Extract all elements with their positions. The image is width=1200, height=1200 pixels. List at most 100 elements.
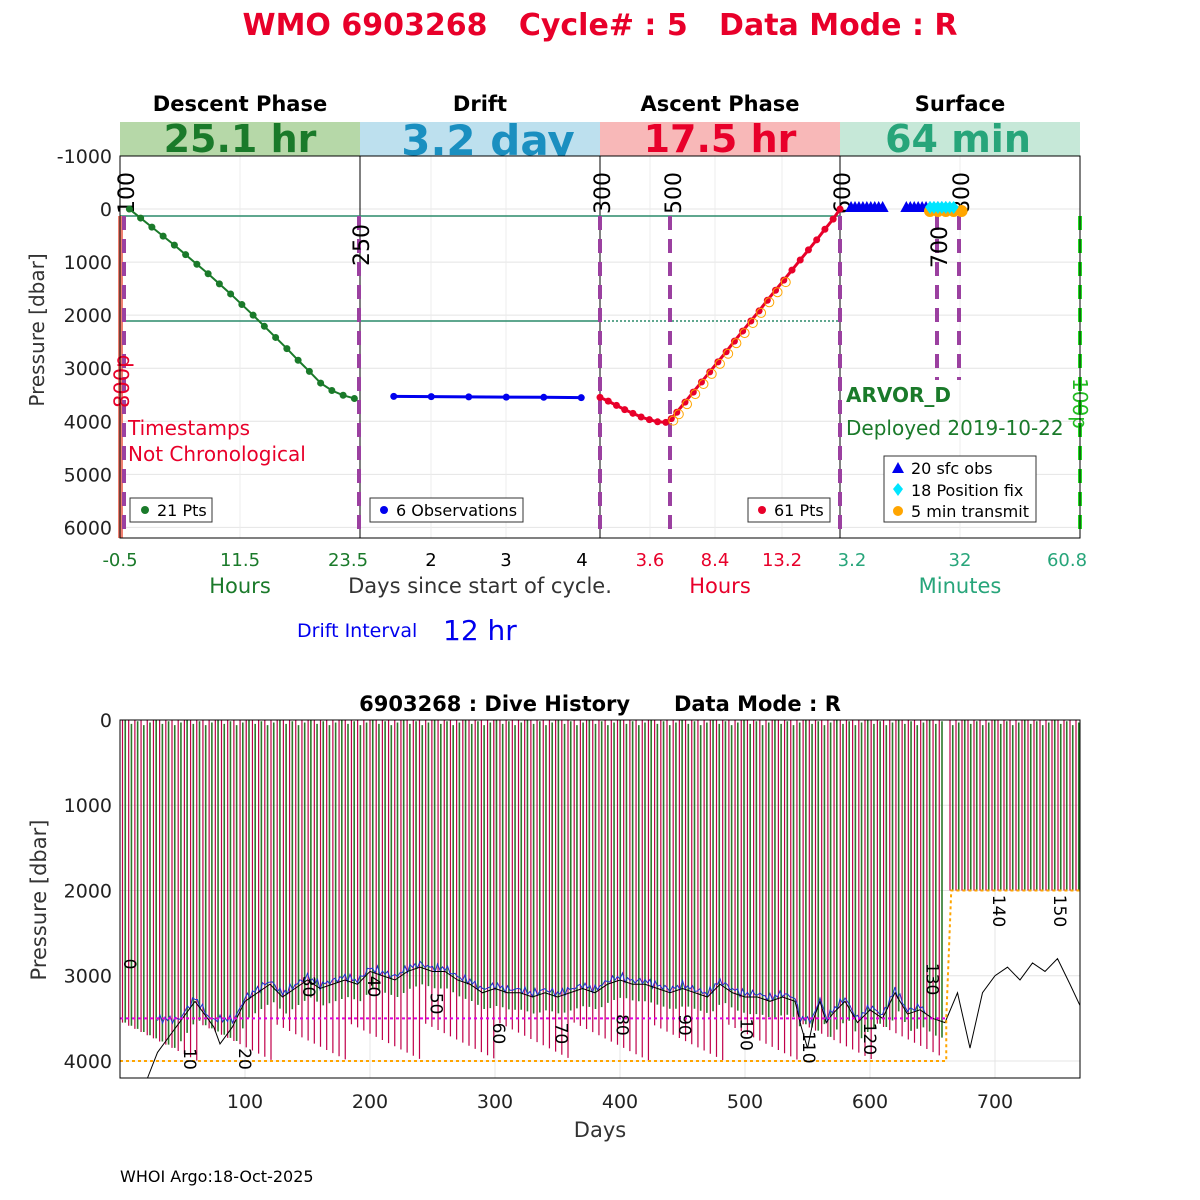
descent-xtick-2: 11.5 [220,550,260,571]
footer-credit: WHOI Argo:18-Oct-2025 [120,1167,314,1186]
descent-series-point [317,379,325,387]
sfc-obs-marker [876,201,889,213]
descent-duration: 25.1 hr [164,117,317,161]
drift-interval-label: Drift Interval [297,620,417,642]
phase-label-ascent: Ascent Phase [641,92,800,116]
cycle-number-label: 120 [859,1023,879,1055]
descent-series-point [159,232,167,240]
ascent-series-point [621,406,629,414]
dive-history-bars [121,720,1080,1061]
descent-series-point [193,260,201,268]
dive-history-frame [119,719,1081,1079]
surface-xtick-3: 60.8 [1047,550,1087,571]
descent-series-point [125,205,133,213]
ascent-series-point [667,415,675,423]
ascent-series-point [780,276,788,284]
figure-title: WMO 6903268 Cycle# : 5 Data Mode : R [242,8,957,43]
timeline-y-axis: -1000 0 1000 2000 3000 4000 5000 6000 [57,146,112,539]
deployed-date: Deployed 2019-10-22 [846,416,1064,440]
descent-series-point [170,241,178,249]
timeline-ytick-label: -1000 [57,146,112,168]
descent-series-point [350,394,358,402]
descent-series-point [339,391,347,399]
descent-series [125,205,358,402]
cycle-number-label: 140 [988,895,1008,927]
cycle-number-label: 150 [1049,895,1069,927]
descent-legend: 21 Pts [129,497,213,523]
ascent-series-point [645,416,653,424]
ascent-series-point [796,256,804,264]
ascent-series-point [706,368,714,376]
ascent-legend-text: 61 Pts [774,501,824,520]
descent-series-point [283,345,291,353]
ascent-transmit-ring [723,348,734,359]
cycle-number-label: 30 [298,976,318,998]
ascent-series-point [722,348,730,356]
ascent-series-point [596,393,604,401]
ascent-series-point [662,418,670,426]
ascent-transmit-ring [747,318,758,329]
ascent-series-point [755,307,763,315]
surface-legend-item-1: 20 sfc obs [911,459,993,478]
ascent-transmit-ring [682,399,693,410]
position-fix-legend-marker [893,483,903,496]
history-ytick-label: 3000 [64,966,112,988]
ascent-series-point [654,418,662,426]
drift-legend-marker [380,506,388,514]
ascent-transmit-ring [668,415,679,426]
ascent-series-point [804,246,812,254]
descent-series-point [260,322,268,330]
timeline-frame [119,155,1081,539]
history-ytick-label: 1000 [64,795,112,817]
transmit-legend-marker [893,506,903,516]
drift-series [390,392,585,402]
cycle-number-label: 110 [798,1031,818,1063]
ascent-series-point [763,296,771,304]
timeline-ytick-label: 0 [100,199,112,221]
ascent-series-point [772,286,780,294]
history-xtick-label: 400 [602,1091,638,1113]
ascent-transmit-ring [731,338,742,349]
descent-xtick-1: -0.5 [102,550,137,571]
descent-series-point [305,367,313,375]
ascent-series-point [813,236,821,244]
cycle-timeline-chart: Descent Phase Drift Ascent Phase Surface… [25,92,1092,647]
cycle-number-label: 40 [363,976,383,998]
warning-line-2: Not Chronological [128,442,306,466]
drift-xtick-2: 3 [500,550,511,571]
descent-series-point [182,251,190,259]
drift-interval-value: 12 hr [443,614,517,647]
timeline-ytick-label: 3000 [64,358,112,380]
descent-series-point [137,214,145,222]
ascent-series-point [681,398,689,406]
ascent-transmit-ring [764,297,775,308]
drift-series-point [502,393,510,401]
drift-series-point [577,394,585,402]
surface-xtick-2: 32 [949,550,972,571]
drift-legend-text: 6 Observations [396,501,517,520]
drift-series-point [427,393,435,401]
timeline-ytick-label: 2000 [64,305,112,327]
history-xtick-label: 700 [977,1091,1013,1113]
park-pressure-trace [157,960,926,1025]
history-xtick-label: 200 [352,1091,388,1113]
ascent-xtick-2: 8.4 [701,550,730,571]
ascent-series-point [836,205,844,213]
ascent-series-point [697,378,705,386]
ascent-duration-band [600,122,840,156]
ascent-transmit-ring [780,277,791,288]
descent-series-point [148,223,156,231]
surface-series [845,201,968,218]
cycle-number-label: 90 [674,1014,694,1036]
ascent-transmit-ring [714,358,725,369]
ascent-series-point [714,358,722,366]
ascent-legend-marker [758,506,766,514]
dive-history-y-label: Pressure [dbar] [27,820,51,981]
ascent-series-point [747,317,755,325]
history-xtick-label: 300 [477,1091,513,1113]
descent-series-point [328,387,336,395]
marker-label-300: 300 [591,172,616,214]
drift-xtick-1: 2 [425,550,436,571]
